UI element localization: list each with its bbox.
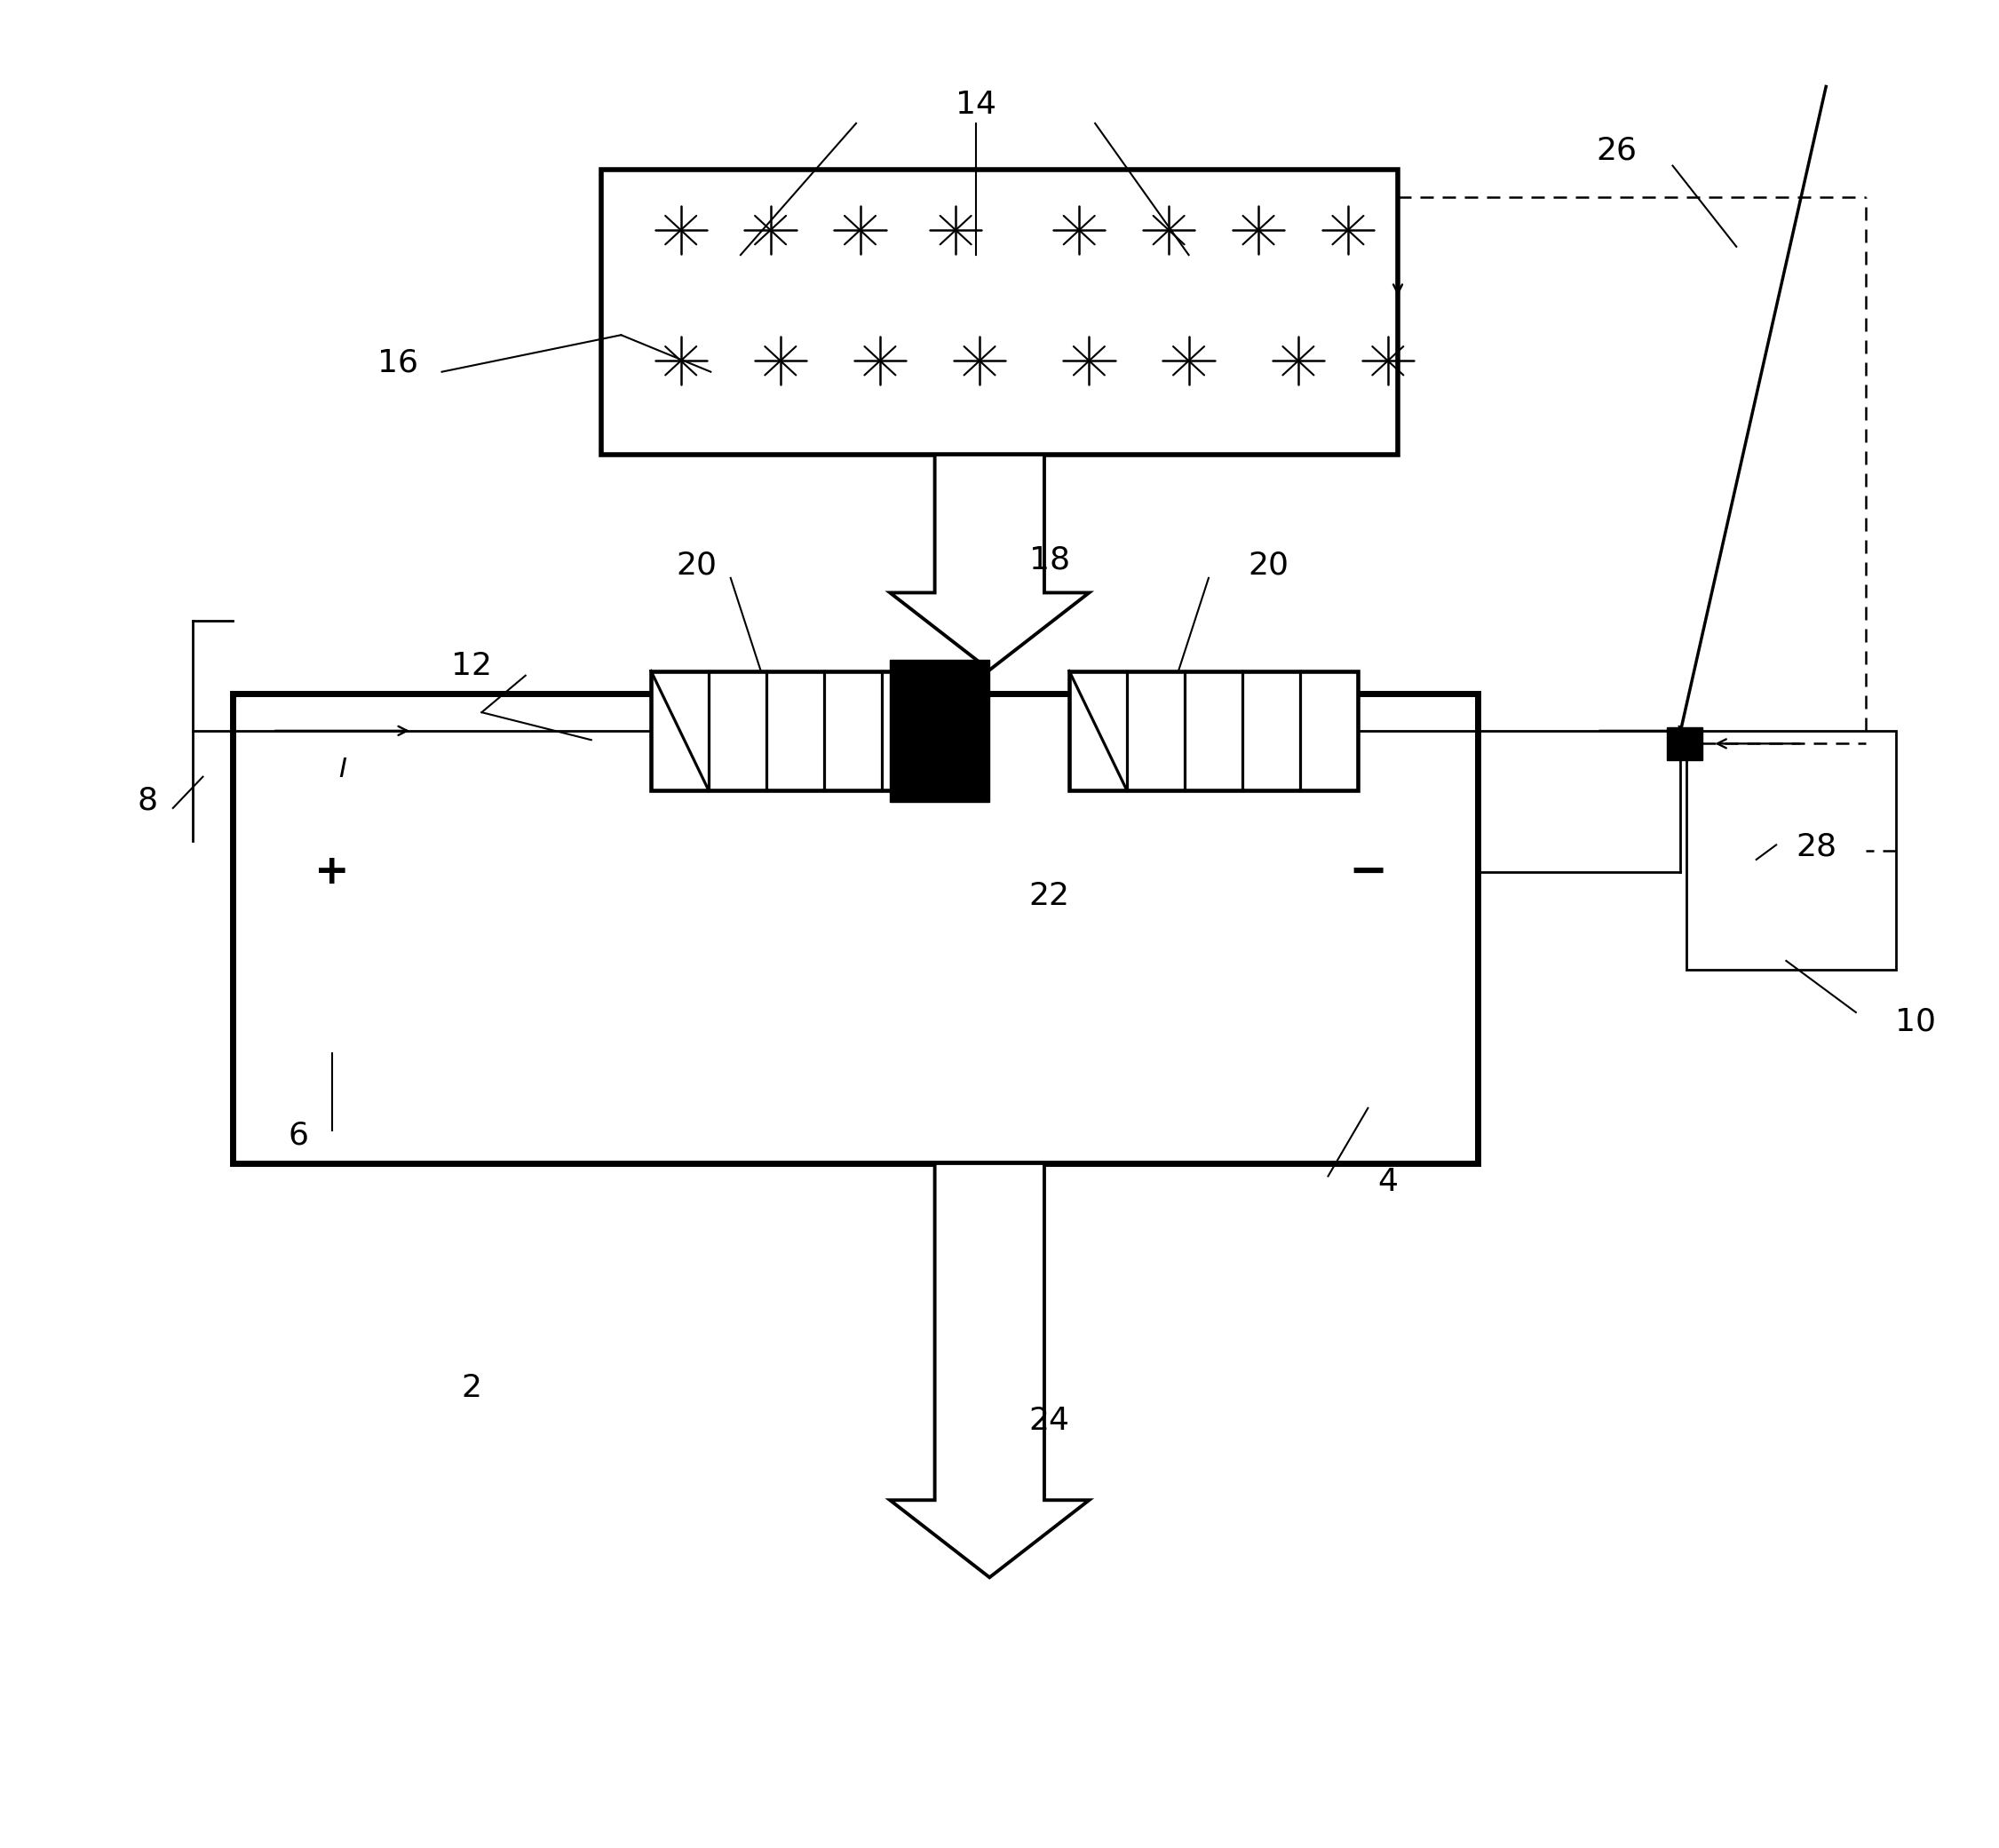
Bar (602, 170, 1397, 455)
Text: 10: 10 (1895, 1007, 1937, 1037)
Text: 12: 12 (452, 650, 492, 682)
Text: 16: 16 (378, 347, 418, 377)
Bar (1069, 671, 1357, 791)
Polygon shape (890, 1162, 1089, 1578)
Text: 28: 28 (1795, 832, 1837, 861)
Polygon shape (890, 791, 1089, 1013)
Bar (1667, 726, 1703, 760)
Text: 6: 6 (288, 1120, 308, 1151)
Polygon shape (890, 455, 1089, 671)
Text: −: − (1347, 850, 1387, 896)
Text: 26: 26 (1597, 137, 1637, 166)
Bar (652, 671, 940, 791)
Text: 20: 20 (1247, 551, 1289, 580)
Text: 14: 14 (956, 91, 996, 120)
Bar (1687, 730, 1895, 970)
Text: 2: 2 (462, 1373, 482, 1403)
Text: 20: 20 (676, 551, 718, 580)
Text: 4: 4 (1377, 1166, 1397, 1198)
Text: I: I (338, 756, 346, 782)
Text: 18: 18 (1029, 545, 1069, 575)
Bar (232, 695, 1477, 1162)
Text: 8: 8 (136, 785, 158, 815)
Bar (890, 660, 990, 802)
Text: +: + (314, 852, 350, 893)
Text: 22: 22 (1029, 881, 1069, 911)
Text: 24: 24 (1029, 1406, 1069, 1436)
